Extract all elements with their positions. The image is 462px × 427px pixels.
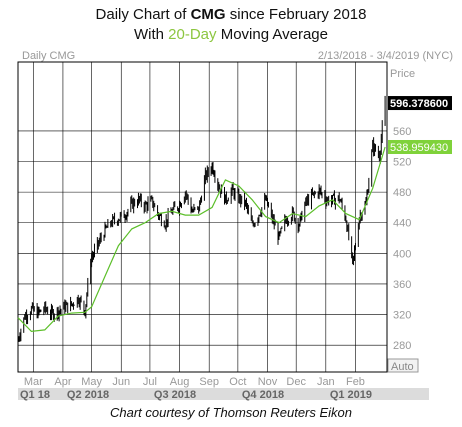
x-quarter-label: Q1 18	[20, 389, 50, 401]
x-month-label: Dec	[286, 376, 306, 388]
last-price-tag-bg	[388, 96, 452, 111]
y-tick-label: 360	[393, 279, 411, 291]
moving-average-value: 538.959430	[390, 142, 448, 154]
x-month-label: Nov	[258, 376, 278, 388]
x-quarter-label: Q4 2018	[242, 389, 284, 401]
date-range-label: 2/13/2018 - 3/4/2019 (NYC)	[318, 50, 453, 62]
moving-average-line	[17, 146, 386, 333]
y-tick-label: 560	[393, 126, 411, 138]
x-quarter-label: Q3 2018	[154, 389, 196, 401]
x-month-label: Aug	[170, 376, 190, 388]
x-month-label: Mar	[24, 376, 43, 388]
plot-frame	[17, 61, 388, 373]
chart-title: Daily Chart of CMG since February 2018	[95, 6, 367, 23]
x-month-label: Jun	[112, 376, 130, 388]
chart-left-label: Daily CMG	[22, 50, 75, 62]
y-tick-label: 520	[393, 157, 411, 169]
y-tick-label: 400	[393, 248, 411, 260]
price-axis-label: Price	[390, 68, 415, 80]
x-month-label: Feb	[346, 376, 365, 388]
chart-subtitle: With 20-Day Moving Average	[134, 26, 328, 43]
auto-scale-button[interactable]: Auto	[387, 358, 419, 373]
y-tick-label: 480	[393, 187, 411, 199]
ticker-symbol: CMG	[190, 6, 226, 23]
moving-average-tag: 538.959430	[388, 139, 452, 154]
x-month-label: Sep	[199, 376, 219, 388]
auto-scale-label: Auto	[391, 361, 414, 373]
moving-average-tag-bg	[388, 139, 452, 154]
x-quarter-label: Q1 2019	[330, 389, 372, 401]
y-tick-label: 440	[393, 218, 411, 230]
moving-average-period: 20-Day	[168, 26, 217, 43]
x-quarter-label: Q2 2018	[67, 389, 109, 401]
y-tick-label: 280	[393, 340, 411, 352]
x-month-label: Jul	[143, 376, 157, 388]
y-tick-label: 320	[393, 310, 411, 322]
x-month-label: Jan	[317, 376, 335, 388]
x-month-label: Oct	[229, 376, 246, 388]
x-month-label: Apr	[54, 376, 71, 388]
quarter-axis-band	[18, 388, 429, 400]
x-month-label: May	[81, 376, 102, 388]
last-price-value: 596.378600	[390, 98, 448, 110]
last-price-tag: 596.378600	[388, 96, 452, 111]
chart-credit: Chart courtesy of Thomson Reuters Eikon	[109, 405, 353, 420]
